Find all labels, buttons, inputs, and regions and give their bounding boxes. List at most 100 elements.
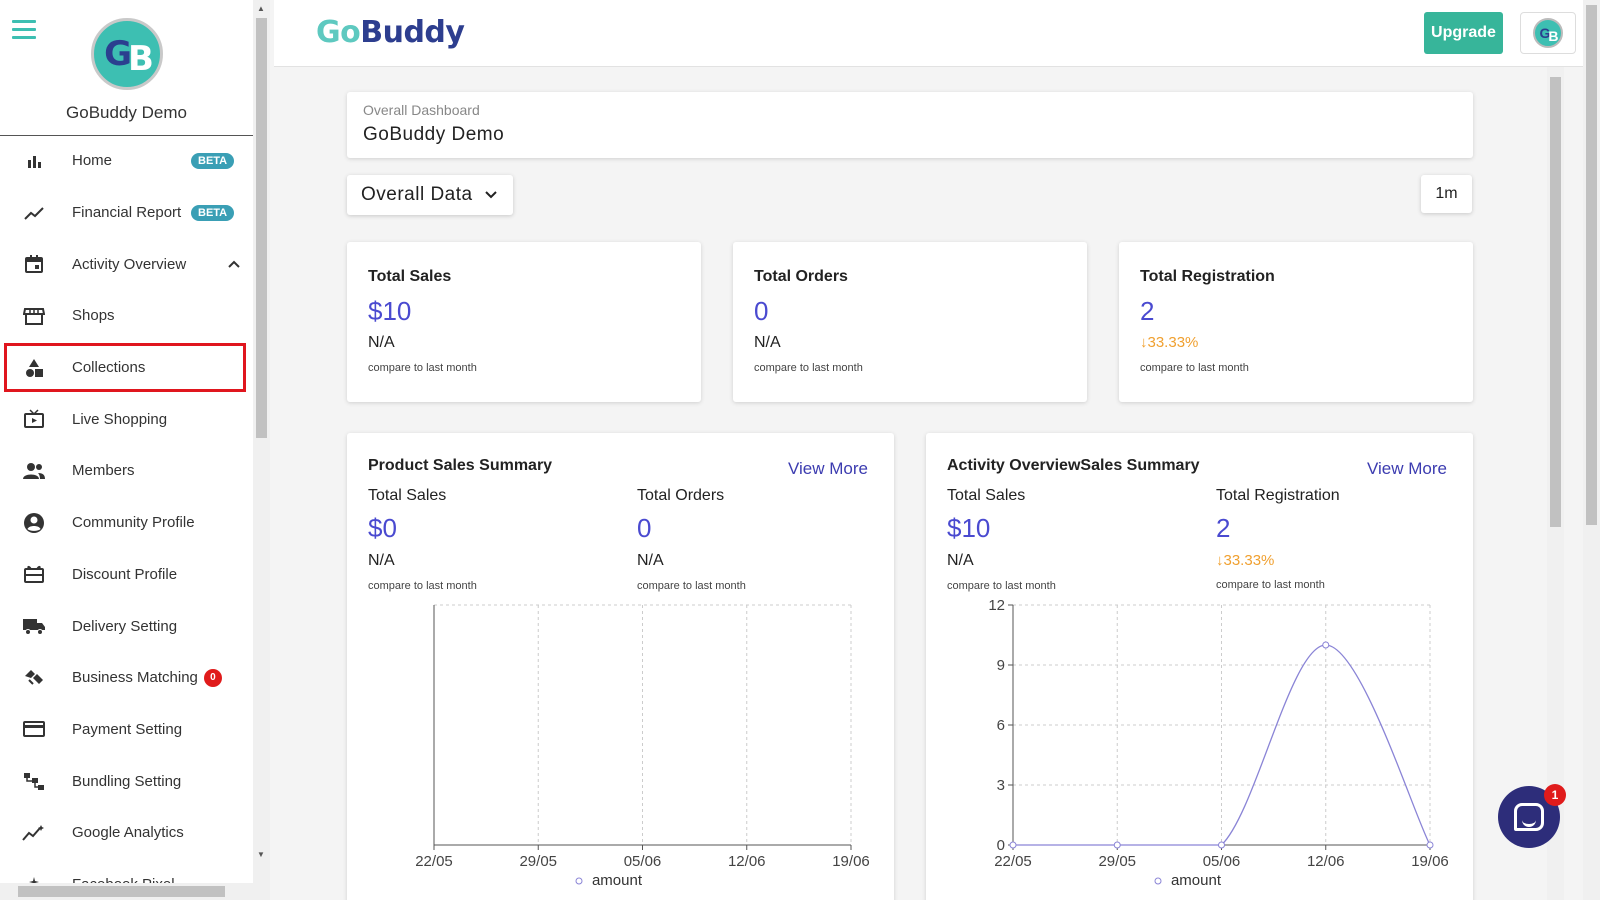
sparkle-icon	[22, 872, 46, 896]
sidebar-item-bundling-setting[interactable]: Bundling Setting	[0, 755, 253, 807]
date-range-button[interactable]: 1m	[1421, 175, 1472, 213]
sidebar-item-financial-report[interactable]: Financial Report BETA	[0, 187, 253, 239]
data-scope-select[interactable]: Overall Data	[347, 175, 513, 215]
dashboard-title-card: Overall Dashboard GoBuddy Demo	[347, 92, 1473, 158]
stat-value: 0	[754, 296, 769, 326]
summary-label: Total Sales	[368, 487, 447, 504]
stat-card-total-registration: Total Registration 2 ↓33.33% compare to …	[1119, 242, 1473, 402]
x-tick-label: 19/06	[1411, 853, 1449, 870]
sidebar-item-business-matching[interactable]: Business Matching 0	[0, 652, 253, 704]
x-tick-label: 05/06	[624, 853, 662, 870]
sidebar-item-discount-profile[interactable]: Discount Profile	[0, 549, 253, 601]
chat-icon	[1514, 803, 1544, 831]
upgrade-button[interactable]: Upgrade	[1424, 12, 1503, 54]
sidebar-item-label: Delivery Setting	[72, 617, 178, 635]
product-sales-summary-card: Product Sales Summary View More Total Sa…	[347, 433, 894, 900]
x-tick-label: 12/06	[1307, 853, 1345, 870]
data-point[interactable]	[1426, 841, 1434, 849]
sidebar-divider	[0, 135, 253, 136]
sidebar-item-shops[interactable]: Shops	[0, 290, 253, 342]
x-tick-label: 29/05	[519, 853, 557, 870]
data-scope-value: Overall Data	[361, 184, 473, 205]
sidebar-item-collections[interactable]: Collections	[3, 342, 247, 394]
y-tick-label: 12	[988, 597, 1005, 614]
data-point[interactable]	[1113, 841, 1121, 849]
scrollbar-thumb[interactable]	[256, 18, 267, 438]
series-line	[1013, 644, 1431, 846]
page-title: GoBuddy Demo	[363, 124, 505, 145]
scrollbar-thumb[interactable]	[1586, 5, 1597, 525]
summary-col-total-sales: Total Sales $0 N/A compare to last month	[368, 487, 477, 592]
main-vertical-scrollbar[interactable]	[1547, 67, 1564, 900]
data-point[interactable]	[1009, 841, 1017, 849]
summary-col-total-sales: Total Sales $10 N/A compare to last mont…	[947, 487, 1056, 592]
hierarchy-icon	[22, 769, 46, 793]
view-more-link[interactable]: View More	[788, 459, 868, 478]
summary-col-total-registration: Total Registration 2 ↓33.33% compare to …	[1216, 487, 1340, 591]
stat-note: compare to last month	[754, 362, 863, 374]
summary-note: compare to last month	[1216, 579, 1325, 591]
x-tick-label: 22/05	[994, 853, 1032, 870]
view-more-link[interactable]: View More	[1367, 459, 1447, 478]
summary-note: compare to last month	[637, 580, 746, 592]
sidebar-vertical-scrollbar[interactable]: ▲ ▼	[253, 0, 270, 900]
sidebar-item-label: Community Profile	[72, 514, 195, 532]
truck-icon	[22, 614, 46, 638]
gift-card-icon	[22, 562, 46, 586]
x-tick-label: 12/06	[728, 853, 766, 870]
data-point[interactable]	[1322, 641, 1330, 649]
stat-title: Total Sales	[368, 268, 452, 285]
sidebar-item-label: Activity Overview	[72, 255, 187, 273]
sidebar-item-google-analytics[interactable]: Google Analytics	[0, 807, 253, 859]
data-point[interactable]	[1218, 841, 1225, 849]
sidebar-item-delivery-setting[interactable]: Delivery Setting	[0, 600, 253, 652]
stat-note: compare to last month	[368, 362, 477, 374]
sidebar-item-live-shopping[interactable]: Live Shopping	[0, 393, 253, 445]
calendar-icon	[22, 252, 46, 276]
stat-note: compare to last month	[1140, 362, 1249, 374]
summary-col-total-orders: Total Orders 0 N/A compare to last month	[637, 487, 746, 592]
bar-chart-icon	[22, 149, 46, 173]
sidebar-item-activity-overview[interactable]: Activity Overview	[0, 238, 253, 290]
sidebar-horizontal-scrollbar[interactable]	[0, 883, 253, 900]
scroll-up-arrow-icon[interactable]: ▲	[257, 4, 265, 13]
analytics-icon	[22, 821, 46, 845]
sidebar-item-community-profile[interactable]: Community Profile	[0, 497, 253, 549]
sidebar-item-label: Collections	[72, 359, 146, 377]
hamburger-menu-icon[interactable]	[12, 20, 36, 40]
credit-card-icon	[22, 717, 46, 741]
stat-change: N/A	[754, 334, 781, 351]
chevron-down-icon	[485, 191, 497, 199]
beta-badge: BETA	[191, 204, 235, 221]
scrollbar-thumb[interactable]	[1550, 77, 1561, 527]
summary-label: Total Registration	[1216, 487, 1340, 504]
summary-label: Total Orders	[637, 487, 725, 504]
sidebar-item-label: Live Shopping	[72, 410, 168, 428]
page-vertical-scrollbar[interactable]	[1583, 0, 1600, 900]
x-tick-label: 05/06	[1203, 853, 1241, 870]
sidebar-item-home[interactable]: Home BETA	[0, 135, 253, 187]
trend-line-icon	[22, 201, 46, 225]
scrollbar-thumb[interactable]	[18, 886, 225, 897]
y-tick-label: 0	[997, 837, 1005, 854]
summary-change: ↓33.33%	[1216, 552, 1275, 569]
scroll-down-arrow-icon[interactable]: ▼	[257, 850, 265, 859]
gobuddy-logo[interactable]: GoBuddy	[316, 15, 465, 50]
x-tick-label: 22/05	[415, 853, 453, 870]
stat-title: Total Orders	[754, 268, 848, 285]
sidebar-item-payment-setting[interactable]: Payment Setting	[0, 704, 253, 756]
stat-value: 2	[1140, 296, 1155, 326]
product-sales-chart: 22/05 29/05 05/06 12/06 19/06 amount	[415, 604, 870, 889]
sidebar-item-members[interactable]: Members	[0, 445, 253, 497]
legend-marker	[575, 877, 583, 885]
summary-value: 2	[1216, 513, 1231, 543]
summary-value: 0	[637, 513, 652, 543]
sidebar-item-label: Bundling Setting	[72, 772, 182, 790]
chevron-up-icon[interactable]	[227, 256, 241, 272]
summary-value: $10	[947, 513, 991, 543]
x-tick-label: 19/06	[832, 853, 870, 870]
